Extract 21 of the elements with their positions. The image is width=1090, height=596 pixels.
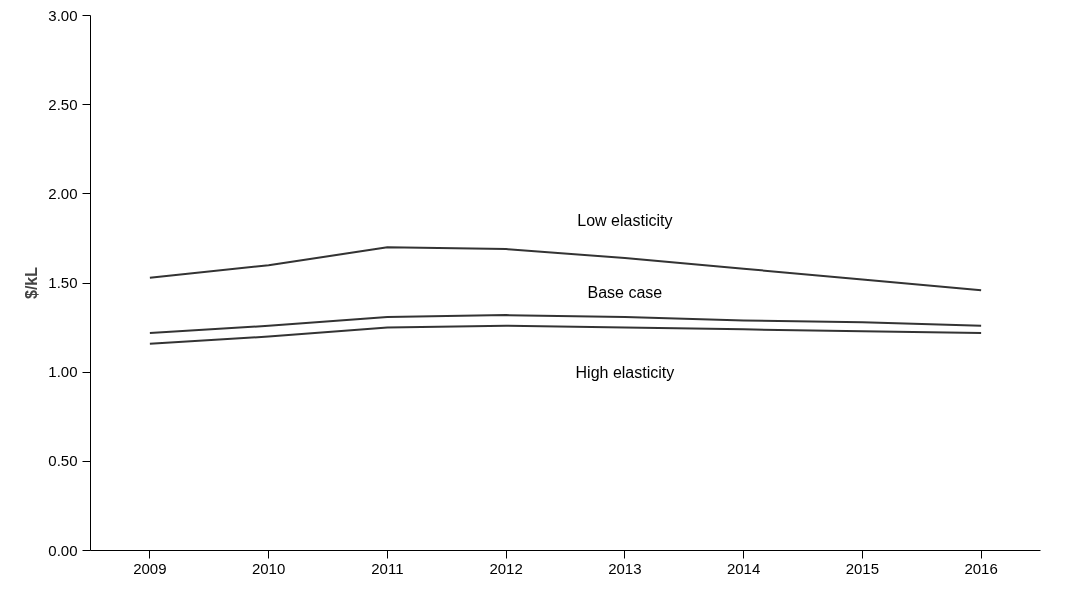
x-tick-label: 2010 [251, 559, 286, 577]
y-tick-label: 0.50 [48, 452, 78, 470]
x-tick-label: 2013 [608, 559, 642, 577]
x-tick-label: 2014 [726, 559, 761, 577]
y-axis-title: $/kL [23, 266, 41, 300]
x-tick-label: 2009 [133, 559, 167, 577]
y-tick-label: 1.50 [48, 274, 78, 291]
y-tick-label: 1.00 [48, 363, 78, 381]
x-tick-label: 2011 [371, 559, 404, 577]
series-label: Base case [587, 284, 663, 302]
x-tick-label: 2016 [964, 559, 998, 577]
x-tick-label: 2012 [489, 559, 523, 577]
y-tick-label: 0.00 [48, 541, 78, 559]
y-tick-label: 3.00 [48, 6, 78, 24]
y-tick-label: 2.00 [48, 184, 78, 202]
text: High elasticity [575, 364, 675, 382]
x-tick-label: 2015 [845, 559, 880, 577]
series-label: Low elasticity [577, 211, 673, 229]
line-series [148, 324, 983, 345]
y-tick-label: 2.50 [48, 95, 78, 113]
line-series [148, 314, 983, 334]
